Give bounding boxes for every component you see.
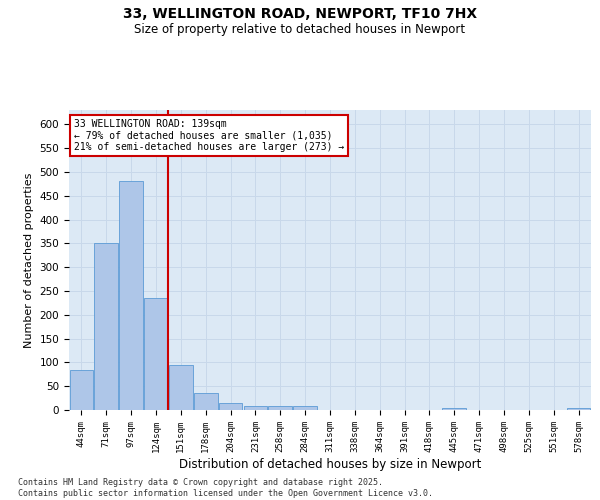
Bar xyxy=(119,182,143,410)
Y-axis label: Number of detached properties: Number of detached properties xyxy=(24,172,34,348)
Bar xyxy=(268,406,292,410)
Bar xyxy=(219,403,242,410)
Bar xyxy=(244,406,267,410)
Text: 33, WELLINGTON ROAD, NEWPORT, TF10 7HX: 33, WELLINGTON ROAD, NEWPORT, TF10 7HX xyxy=(123,8,477,22)
Text: 33 WELLINGTON ROAD: 139sqm
← 79% of detached houses are smaller (1,035)
21% of s: 33 WELLINGTON ROAD: 139sqm ← 79% of deta… xyxy=(74,119,344,152)
Text: Size of property relative to detached houses in Newport: Size of property relative to detached ho… xyxy=(134,22,466,36)
Bar xyxy=(293,406,317,410)
X-axis label: Distribution of detached houses by size in Newport: Distribution of detached houses by size … xyxy=(179,458,481,470)
Bar xyxy=(194,394,218,410)
Bar xyxy=(94,244,118,410)
Bar xyxy=(144,298,168,410)
Text: Contains HM Land Registry data © Crown copyright and database right 2025.
Contai: Contains HM Land Registry data © Crown c… xyxy=(18,478,433,498)
Bar xyxy=(442,408,466,410)
Bar xyxy=(70,370,93,410)
Bar xyxy=(169,365,193,410)
Bar xyxy=(567,408,590,410)
